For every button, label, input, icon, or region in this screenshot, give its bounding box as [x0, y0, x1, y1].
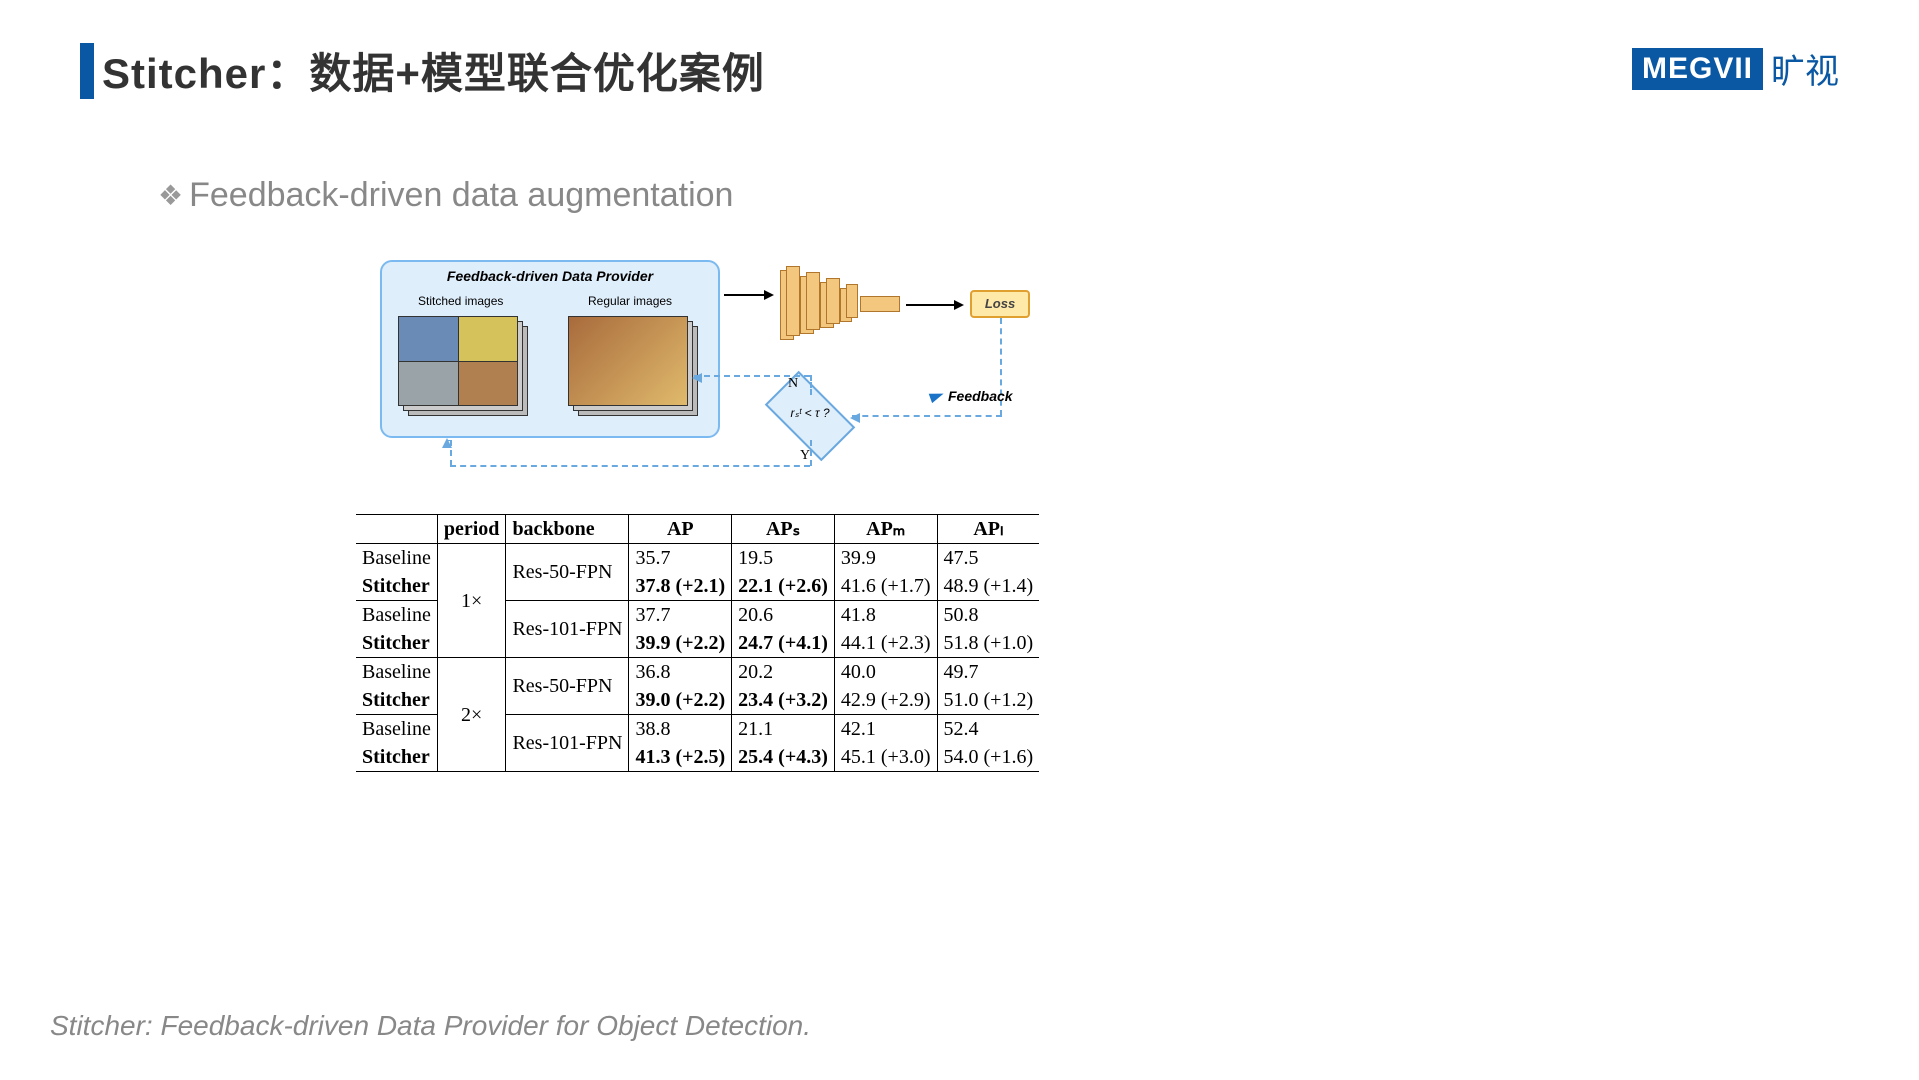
- cell-apm: 39.9: [834, 544, 937, 573]
- slide-title: Stitcher：数据+模型联合优化案例: [102, 40, 765, 101]
- bullet-icon: ❖: [158, 179, 183, 212]
- table-row: Baseline2×Res-50-FPN36.820.240.049.7: [356, 658, 1039, 687]
- branch-n-label: N: [788, 376, 798, 392]
- brand-logo: MEGVII 旷视: [1632, 44, 1839, 93]
- cell-apl: 52.4: [937, 715, 1039, 744]
- cell-method: Stitcher: [356, 743, 437, 772]
- title-accent-bar: [80, 43, 94, 99]
- table-header-row: period backbone AP APₛ APₘ APₗ: [356, 515, 1039, 544]
- col-ap: AP: [629, 515, 732, 544]
- dash-y-left: [450, 465, 810, 467]
- cell-aps: 24.7 (+4.1): [732, 629, 835, 658]
- bullet-row: ❖ Feedback-driven data augmentation: [158, 176, 733, 215]
- cell-method: Stitcher: [356, 572, 437, 601]
- cell-apl: 47.5: [937, 544, 1039, 573]
- cell-aps: 23.4 (+3.2): [732, 686, 835, 715]
- cell-aps: 20.2: [732, 658, 835, 687]
- cell-ap: 39.9 (+2.2): [629, 629, 732, 658]
- cell-aps: 21.1: [732, 715, 835, 744]
- cell-method: Baseline: [356, 544, 437, 573]
- table-row: Baseline1×Res-50-FPN35.719.539.947.5: [356, 544, 1039, 573]
- cell-apl: 54.0 (+1.6): [937, 743, 1039, 772]
- cell-apl: 49.7: [937, 658, 1039, 687]
- loss-box: Loss: [970, 290, 1030, 318]
- cell-backbone: Res-101-FPN: [506, 601, 629, 658]
- brand-logo-en: MEGVII: [1632, 48, 1763, 90]
- decision-text: rₛᵗ < τ ?: [782, 406, 838, 420]
- dash-to-decision: [852, 415, 1002, 417]
- stitched-label: Stitched images: [418, 294, 503, 308]
- col-period: period: [437, 515, 506, 544]
- results-table: period backbone AP APₛ APₘ APₗ Baseline1…: [356, 514, 1039, 772]
- arrow-to-loss: [906, 304, 962, 306]
- cell-apm: 45.1 (+3.0): [834, 743, 937, 772]
- cell-ap: 39.0 (+2.2): [629, 686, 732, 715]
- cell-aps: 20.6: [732, 601, 835, 630]
- col-backbone: backbone: [506, 515, 629, 544]
- dash-n-up: [810, 375, 812, 395]
- regular-thumb: [568, 316, 698, 416]
- cell-apm: 44.1 (+2.3): [834, 629, 937, 658]
- bullet-text: Feedback-driven data augmentation: [189, 176, 733, 215]
- cell-apm: 41.6 (+1.7): [834, 572, 937, 601]
- cell-aps: 25.4 (+4.3): [732, 743, 835, 772]
- pipeline-diagram: Feedback-driven Data Provider Stitched i…: [380, 260, 1080, 470]
- cell-aps: 19.5: [732, 544, 835, 573]
- cell-apm: 41.8: [834, 601, 937, 630]
- cell-backbone: Res-50-FPN: [506, 544, 629, 601]
- title-row: Stitcher：数据+模型联合优化案例 MEGVII 旷视: [80, 40, 1839, 101]
- dash-y-down: [810, 440, 812, 466]
- cell-method: Stitcher: [356, 629, 437, 658]
- cell-ap: 37.8 (+2.1): [629, 572, 732, 601]
- col-apl: APₗ: [937, 515, 1039, 544]
- cell-apl: 51.0 (+1.2): [937, 686, 1039, 715]
- citation-footer: Stitcher: Feedback-driven Data Provider …: [50, 1010, 811, 1042]
- cell-apm: 40.0: [834, 658, 937, 687]
- dash-y-arrow: [448, 440, 450, 441]
- cell-ap: 38.8: [629, 715, 732, 744]
- brand-logo-cn: 旷视: [1771, 44, 1839, 93]
- cell-period: 2×: [437, 658, 506, 772]
- cell-apm: 42.1: [834, 715, 937, 744]
- cell-ap: 36.8: [629, 658, 732, 687]
- col-apm: APₘ: [834, 515, 937, 544]
- cell-ap: 41.3 (+2.5): [629, 743, 732, 772]
- slide-root: Stitcher：数据+模型联合优化案例 MEGVII 旷视 ❖ Feedbac…: [0, 0, 1919, 1080]
- cell-ap: 37.7: [629, 601, 732, 630]
- col-aps: APₛ: [732, 515, 835, 544]
- regular-label: Regular images: [588, 294, 672, 308]
- cell-method: Stitcher: [356, 686, 437, 715]
- cell-method: Baseline: [356, 601, 437, 630]
- paper-plane-icon: [929, 389, 946, 403]
- provider-title: Feedback-driven Data Provider: [382, 268, 718, 284]
- col-method: [356, 515, 437, 544]
- branch-y-label: Y: [800, 448, 810, 464]
- cell-method: Baseline: [356, 658, 437, 687]
- stitched-thumb: [398, 316, 528, 416]
- dash-n-left: [694, 375, 810, 377]
- cell-ap: 35.7: [629, 544, 732, 573]
- cell-apm: 42.9 (+2.9): [834, 686, 937, 715]
- cell-method: Baseline: [356, 715, 437, 744]
- cell-period: 1×: [437, 544, 506, 658]
- cell-aps: 22.1 (+2.6): [732, 572, 835, 601]
- cnn-backbone-icon: [780, 270, 930, 350]
- cell-apl: 50.8: [937, 601, 1039, 630]
- cell-backbone: Res-101-FPN: [506, 715, 629, 772]
- arrow-to-cnn: [724, 294, 772, 296]
- feedback-label: Feedback: [930, 388, 1013, 404]
- cell-apl: 48.9 (+1.4): [937, 572, 1039, 601]
- cell-apl: 51.8 (+1.0): [937, 629, 1039, 658]
- data-provider-box: Feedback-driven Data Provider Stitched i…: [380, 260, 720, 438]
- cell-backbone: Res-50-FPN: [506, 658, 629, 715]
